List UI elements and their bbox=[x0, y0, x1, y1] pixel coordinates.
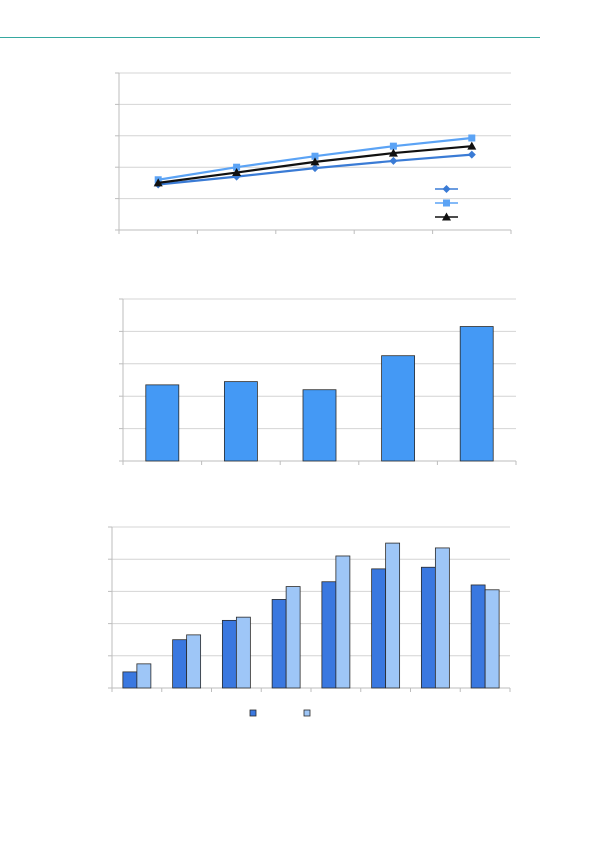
legend-marker bbox=[443, 199, 450, 207]
data-point bbox=[388, 148, 398, 157]
data-point bbox=[311, 152, 319, 160]
legend-marker bbox=[442, 185, 451, 193]
bar bbox=[186, 634, 202, 689]
bar bbox=[420, 566, 436, 689]
bar bbox=[371, 568, 387, 689]
bar bbox=[235, 616, 251, 689]
data-point bbox=[232, 172, 241, 181]
data-point bbox=[310, 157, 320, 166]
data-point bbox=[389, 142, 397, 150]
bar bbox=[470, 584, 486, 689]
data-point bbox=[311, 164, 319, 173]
data-point bbox=[232, 168, 242, 177]
bar bbox=[335, 555, 351, 689]
bar bbox=[145, 384, 180, 462]
bar bbox=[385, 542, 401, 689]
data-point bbox=[468, 134, 476, 142]
legend-swatch bbox=[303, 709, 311, 717]
bar bbox=[484, 589, 500, 689]
legend-marker bbox=[442, 212, 451, 221]
data-point bbox=[467, 141, 477, 150]
data-point bbox=[153, 178, 163, 187]
data-point bbox=[389, 156, 398, 165]
bar bbox=[136, 663, 152, 689]
bar bbox=[223, 381, 258, 462]
bar bbox=[221, 619, 237, 689]
bar bbox=[122, 671, 138, 689]
bar bbox=[172, 639, 188, 689]
line-chart bbox=[115, 72, 512, 234]
bar bbox=[434, 547, 450, 689]
bar-chart bbox=[119, 298, 517, 465]
bar bbox=[381, 355, 416, 462]
header-rule bbox=[0, 37, 540, 38]
data-point bbox=[233, 163, 241, 171]
legend-swatch bbox=[249, 709, 257, 717]
data-point bbox=[467, 150, 476, 159]
bar bbox=[285, 586, 301, 689]
bar bbox=[302, 389, 337, 462]
bar bbox=[459, 326, 494, 462]
clustered-bar-chart bbox=[108, 526, 511, 717]
bar bbox=[271, 599, 287, 689]
bar bbox=[321, 581, 337, 689]
